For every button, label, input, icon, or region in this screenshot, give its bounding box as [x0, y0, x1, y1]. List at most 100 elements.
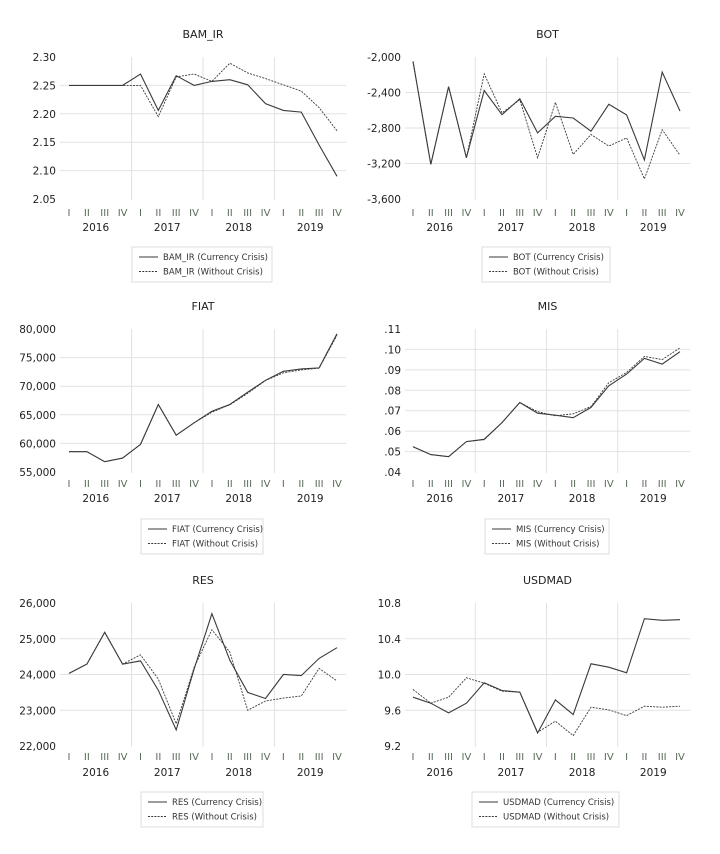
y-tick-label: 24,000 [19, 670, 56, 682]
x-tick-label: II [155, 752, 161, 763]
x-tick-label: IV [118, 208, 128, 219]
x-tick-label: II [155, 479, 161, 490]
x-tick-label: III [315, 208, 324, 219]
x-tick-label: IV [604, 752, 614, 763]
x-tick-label: IV [533, 479, 543, 490]
x-tick-label: IV [189, 479, 199, 490]
x-tick-label: IV [332, 479, 342, 490]
x-tick-label: IV [533, 208, 543, 219]
x-tick-label: II [499, 479, 505, 490]
y-tick-label: 80,000 [19, 324, 56, 336]
year-label: 2017 [154, 767, 181, 779]
x-tick-label: I [68, 752, 71, 763]
legend: MIS (Currency Crisis) MIS (Without Crisis… [484, 518, 610, 555]
x-tick-label: I [483, 479, 486, 490]
x-tick-label: I [554, 208, 557, 219]
year-label: 2019 [297, 493, 324, 505]
y-tick-label: .11 [384, 324, 401, 336]
legend-label: FIAT (Currency Crisis) [172, 525, 263, 535]
y-tick-label: 10.8 [378, 598, 401, 610]
x-tick-label: III [315, 479, 324, 490]
y-tick-label: 2.20 [33, 109, 56, 121]
x-tick-label: III [515, 752, 524, 763]
y-tick-label: -3,600 [367, 194, 401, 206]
year-label: 2018 [225, 222, 252, 234]
year-label: 2017 [498, 767, 525, 779]
y-tick-label: -3,200 [367, 159, 401, 171]
y-tick-label: 25,000 [19, 634, 56, 646]
legend-box [131, 246, 273, 283]
year-label: 2016 [82, 767, 109, 779]
x-tick-label: III [587, 208, 596, 219]
x-tick-label: II [570, 752, 576, 763]
y-tick-label: 2.05 [33, 194, 56, 206]
x-tick-label: IV [261, 752, 271, 763]
x-tick-label: IV [261, 479, 271, 490]
y-tick-label: .10 [384, 344, 401, 356]
x-tick-label: III [444, 208, 453, 219]
x-tick-label: III [658, 208, 667, 219]
x-tick-label: I [625, 479, 628, 490]
chart-panel-bam-ir: BAM_IR2.052.102.152.202.252.30I II III IV I I… [33, 28, 346, 283]
x-tick-label: I [483, 752, 486, 763]
y-tick-label: -2,000 [367, 52, 401, 64]
year-label: 2019 [640, 493, 667, 505]
legend-box [471, 791, 620, 828]
y-tick-label: 65,000 [19, 410, 56, 422]
legend-box [481, 246, 611, 283]
year-label: 2017 [498, 222, 525, 234]
x-tick-label: III [100, 752, 109, 763]
x-tick-label: III [100, 208, 109, 219]
x-tick-label: II [641, 208, 647, 219]
x-tick-label: I [554, 479, 557, 490]
x-tick-label: II [641, 752, 647, 763]
legend-label: USDMAD (Without Crisis) [503, 813, 609, 823]
legend: BOT (Currency Crisis) BOT (Without Crisis… [481, 246, 611, 283]
legend-label: RES (Currency Crisis) [172, 798, 262, 808]
x-tick-label: II [428, 208, 434, 219]
x-tick-label: II [155, 208, 161, 219]
x-tick-label: II [499, 752, 505, 763]
x-tick-label: I [139, 479, 142, 490]
y-tick-label: 26,000 [19, 598, 56, 610]
y-tick-label: .07 [384, 406, 401, 418]
x-tick-label: IV [332, 208, 342, 219]
y-tick-label: -2,400 [367, 88, 401, 100]
series-line-currency-crisis [69, 73, 338, 177]
x-tick-label: IV [118, 479, 128, 490]
chart-title: BAM_IR [183, 28, 224, 41]
chart-panel-mis: MIS.04.05.06.07.08.09.10.11I II III IV I II II… [384, 300, 690, 555]
chart-panel-fiat: FIAT 55,000 60,000 65,000 70,000 75,000 80,000… [19, 300, 346, 555]
x-tick-label: I [412, 208, 415, 219]
series-line-without-crisis [412, 61, 681, 181]
x-tick-label: III [243, 208, 252, 219]
y-tick-label: 2.10 [33, 166, 56, 178]
x-tick-label: II [428, 752, 434, 763]
legend: FIAT (Currency Crisis) FIAT (Without Cris… [140, 518, 264, 555]
year-label: 2019 [297, 222, 324, 234]
legend-box [140, 791, 264, 828]
x-tick-label: IV [675, 479, 685, 490]
legend-label: USDMAD (Currency Crisis) [503, 798, 614, 808]
y-tick-label: .06 [384, 426, 401, 438]
chart-title: MIS [538, 300, 558, 313]
series-line-currency-crisis [412, 618, 681, 735]
legend-label: BAM_IR (Currency Crisis) [163, 253, 268, 263]
series-line-without-crisis [412, 347, 681, 458]
year-label: 2017 [498, 493, 525, 505]
x-tick-label: IV [462, 479, 472, 490]
x-tick-label: III [658, 479, 667, 490]
x-tick-label: III [100, 479, 109, 490]
x-tick-label: I [554, 752, 557, 763]
x-tick-label: I [282, 208, 285, 219]
y-tick-label: 23,000 [19, 705, 56, 717]
year-label: 2017 [154, 222, 181, 234]
x-tick-label: I [68, 208, 71, 219]
y-tick-label: 70,000 [19, 381, 56, 393]
legend-label: MIS (Currency Crisis) [516, 525, 605, 535]
y-tick-label: 10.4 [378, 634, 402, 646]
